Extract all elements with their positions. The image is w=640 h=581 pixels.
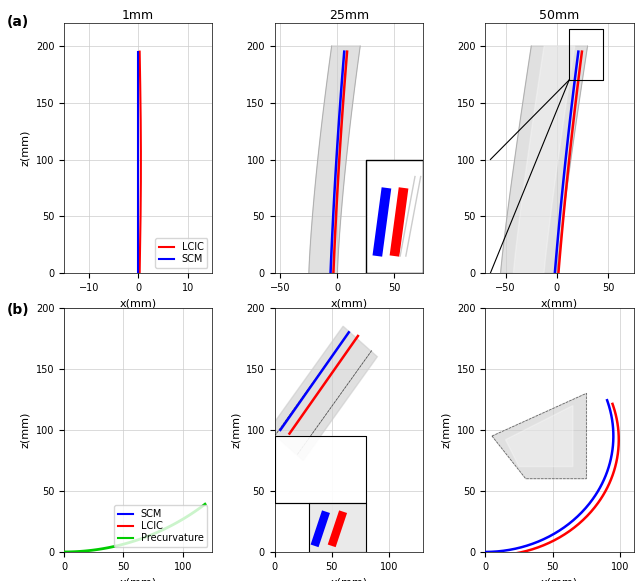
Text: (a): (a) [6, 15, 29, 28]
X-axis label: x(mm): x(mm) [120, 299, 157, 309]
X-axis label: x(mm): x(mm) [541, 578, 578, 581]
Y-axis label: z(mm): z(mm) [20, 130, 30, 166]
Polygon shape [309, 46, 360, 273]
Title: 25mm: 25mm [329, 9, 369, 22]
Polygon shape [275, 436, 366, 503]
Legend: LCIC, SCM: LCIC, SCM [156, 238, 207, 268]
X-axis label: x(mm): x(mm) [330, 578, 367, 581]
Polygon shape [513, 46, 575, 273]
Text: (b): (b) [6, 303, 29, 317]
Y-axis label: z(mm): z(mm) [442, 412, 451, 448]
X-axis label: x(mm): x(mm) [541, 299, 578, 309]
Y-axis label: z(mm): z(mm) [20, 412, 30, 448]
Polygon shape [500, 46, 588, 273]
Title: 50mm: 50mm [540, 9, 580, 22]
Polygon shape [366, 160, 423, 273]
Legend: SCM, LCIC, Precurvature: SCM, LCIC, Precurvature [115, 505, 207, 547]
X-axis label: x(mm): x(mm) [330, 299, 367, 309]
Polygon shape [506, 406, 573, 467]
Title: 1mm: 1mm [122, 9, 154, 22]
X-axis label: x(mm): x(mm) [120, 578, 157, 581]
Y-axis label: z(mm): z(mm) [231, 412, 241, 448]
Polygon shape [309, 503, 366, 552]
Polygon shape [492, 393, 586, 479]
Polygon shape [269, 326, 378, 460]
